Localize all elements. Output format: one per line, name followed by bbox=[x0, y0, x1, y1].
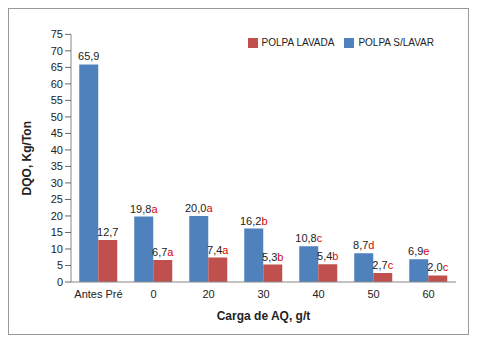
svg-text:8,7d: 8,7d bbox=[353, 239, 374, 251]
svg-text:12,7: 12,7 bbox=[97, 226, 118, 238]
svg-text:30: 30 bbox=[51, 177, 63, 189]
svg-text:2,0c: 2,0c bbox=[427, 261, 448, 273]
html-text:POLPA LAVADA: POLPA LAVADA bbox=[261, 37, 335, 48]
svg-text:5,4b: 5,4b bbox=[317, 250, 338, 262]
svg-text:10: 10 bbox=[51, 243, 63, 255]
svg-text:75: 75 bbox=[51, 28, 63, 40]
svg-text:6,9e: 6,9e bbox=[408, 245, 429, 257]
svg-text:60: 60 bbox=[422, 288, 434, 300]
svg-text:50: 50 bbox=[367, 288, 379, 300]
svg-text:5: 5 bbox=[57, 259, 63, 271]
svg-text:6,7a: 6,7a bbox=[152, 246, 174, 258]
svg-text:65: 65 bbox=[51, 61, 63, 73]
svg-text:55: 55 bbox=[51, 94, 63, 106]
svg-text:50: 50 bbox=[51, 111, 63, 123]
svg-text:20: 20 bbox=[51, 210, 63, 222]
svg-text:15: 15 bbox=[51, 226, 63, 238]
html-text:POLPA S/LAVAR: POLPA S/LAVAR bbox=[358, 37, 434, 48]
svg-text:60: 60 bbox=[51, 78, 63, 90]
svg-text:20,0a: 20,0a bbox=[185, 202, 213, 214]
svg-text:70: 70 bbox=[51, 45, 63, 57]
svg-text:30: 30 bbox=[257, 288, 269, 300]
svg-text:25: 25 bbox=[51, 193, 63, 205]
svg-text:0: 0 bbox=[150, 288, 156, 300]
svg-text:19,8a: 19,8a bbox=[130, 203, 158, 215]
svg-text:45: 45 bbox=[51, 127, 63, 139]
svg-text:40: 40 bbox=[51, 144, 63, 156]
svg-text:2,7c: 2,7c bbox=[372, 259, 393, 271]
svg-text:10,8c: 10,8c bbox=[295, 232, 322, 244]
svg-text:65,9: 65,9 bbox=[78, 50, 99, 62]
svg-text:Carga de AQ, g/t: Carga de AQ, g/t bbox=[217, 309, 311, 323]
svg-text:5,3b: 5,3b bbox=[262, 251, 283, 263]
svg-text:DQO, Kg/Ton: DQO, Kg/Ton bbox=[20, 121, 34, 195]
svg-text:35: 35 bbox=[51, 160, 63, 172]
svg-text:40: 40 bbox=[312, 288, 324, 300]
svg-text:20: 20 bbox=[202, 288, 214, 300]
svg-text:7,4a: 7,4a bbox=[207, 244, 229, 256]
svg-text:0: 0 bbox=[57, 276, 63, 288]
svg-text:Antes Pré: Antes Pré bbox=[74, 288, 122, 300]
svg-text:16,2b: 16,2b bbox=[240, 215, 268, 227]
